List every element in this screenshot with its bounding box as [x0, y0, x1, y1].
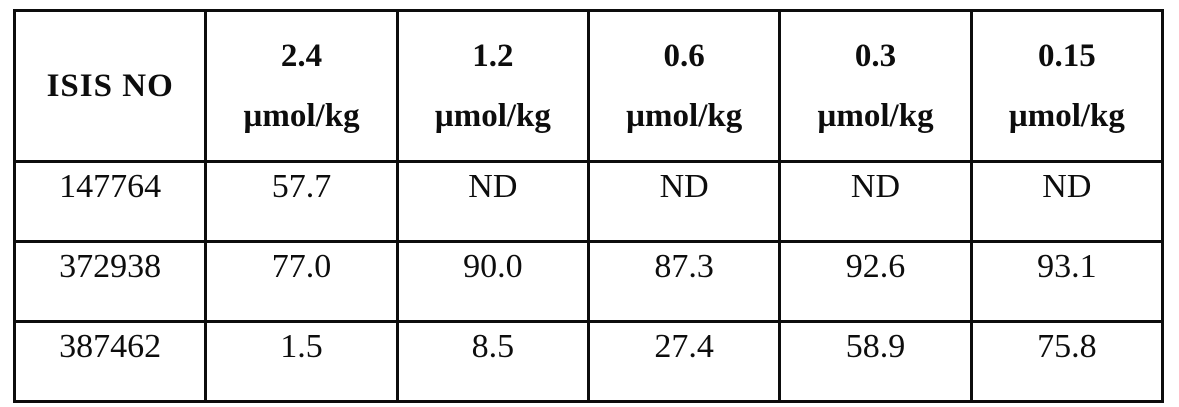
dose-unit: µmol/kg [817, 98, 934, 134]
table-row: 387462 1.5 8.5 27.4 58.9 75.8 [12, 320, 1165, 403]
cell-value: ND [586, 160, 782, 243]
cell-isis-no: 147764 [12, 160, 208, 243]
cell-value: 77.0 [204, 240, 399, 323]
cell-value: 57.7 [204, 160, 399, 243]
dose-value: 0.3 [854, 37, 897, 74]
cell-value: ND [395, 160, 590, 243]
cell-value: 92.6 [778, 240, 973, 323]
dose-value: 2.4 [280, 37, 323, 74]
header-cell-dose-2-4: 2.4 µmol/kg [204, 9, 399, 163]
dose-unit: µmol/kg [434, 98, 551, 134]
dose-value: 0.6 [663, 37, 705, 74]
dose-unit: µmol/kg [626, 98, 743, 134]
dose-unit: µmol/kg [243, 98, 360, 134]
header-cell-dose-1-2: 1.2 µmol/kg [395, 9, 590, 163]
cell-value: 1.5 [204, 320, 399, 403]
cell-value: ND [778, 160, 973, 243]
header-cell-isis-no: ISIS NO [12, 9, 208, 163]
cell-value: 8.5 [395, 320, 590, 403]
cell-value: 27.4 [586, 320, 782, 403]
dose-value: 0.15 [1037, 37, 1096, 74]
header-cell-dose-0-3: 0.3 µmol/kg [778, 9, 973, 163]
cell-value: ND [969, 160, 1165, 243]
table-row: 372938 77.0 90.0 87.3 92.6 93.1 [12, 240, 1165, 323]
dose-response-table: ISIS NO 2.4 µmol/kg 1.2 µmol/kg 0.6 µmol… [12, 9, 1165, 403]
dose-unit: µmol/kg [1008, 98, 1125, 134]
cell-isis-no: 372938 [12, 240, 208, 323]
cell-value: 58.9 [778, 320, 973, 403]
cell-value: 75.8 [969, 320, 1165, 403]
header-row: ISIS NO 2.4 µmol/kg 1.2 µmol/kg 0.6 µmol… [12, 9, 1165, 163]
cell-value: 90.0 [395, 240, 590, 323]
table-row: 147764 57.7 ND ND ND ND [12, 160, 1165, 243]
cell-isis-no: 387462 [12, 320, 208, 403]
cell-value: 93.1 [969, 240, 1165, 323]
header-cell-dose-0-15: 0.15 µmol/kg [969, 9, 1165, 163]
header-cell-dose-0-6: 0.6 µmol/kg [586, 9, 782, 163]
cell-value: 87.3 [586, 240, 782, 323]
dose-value: 1.2 [472, 37, 514, 74]
